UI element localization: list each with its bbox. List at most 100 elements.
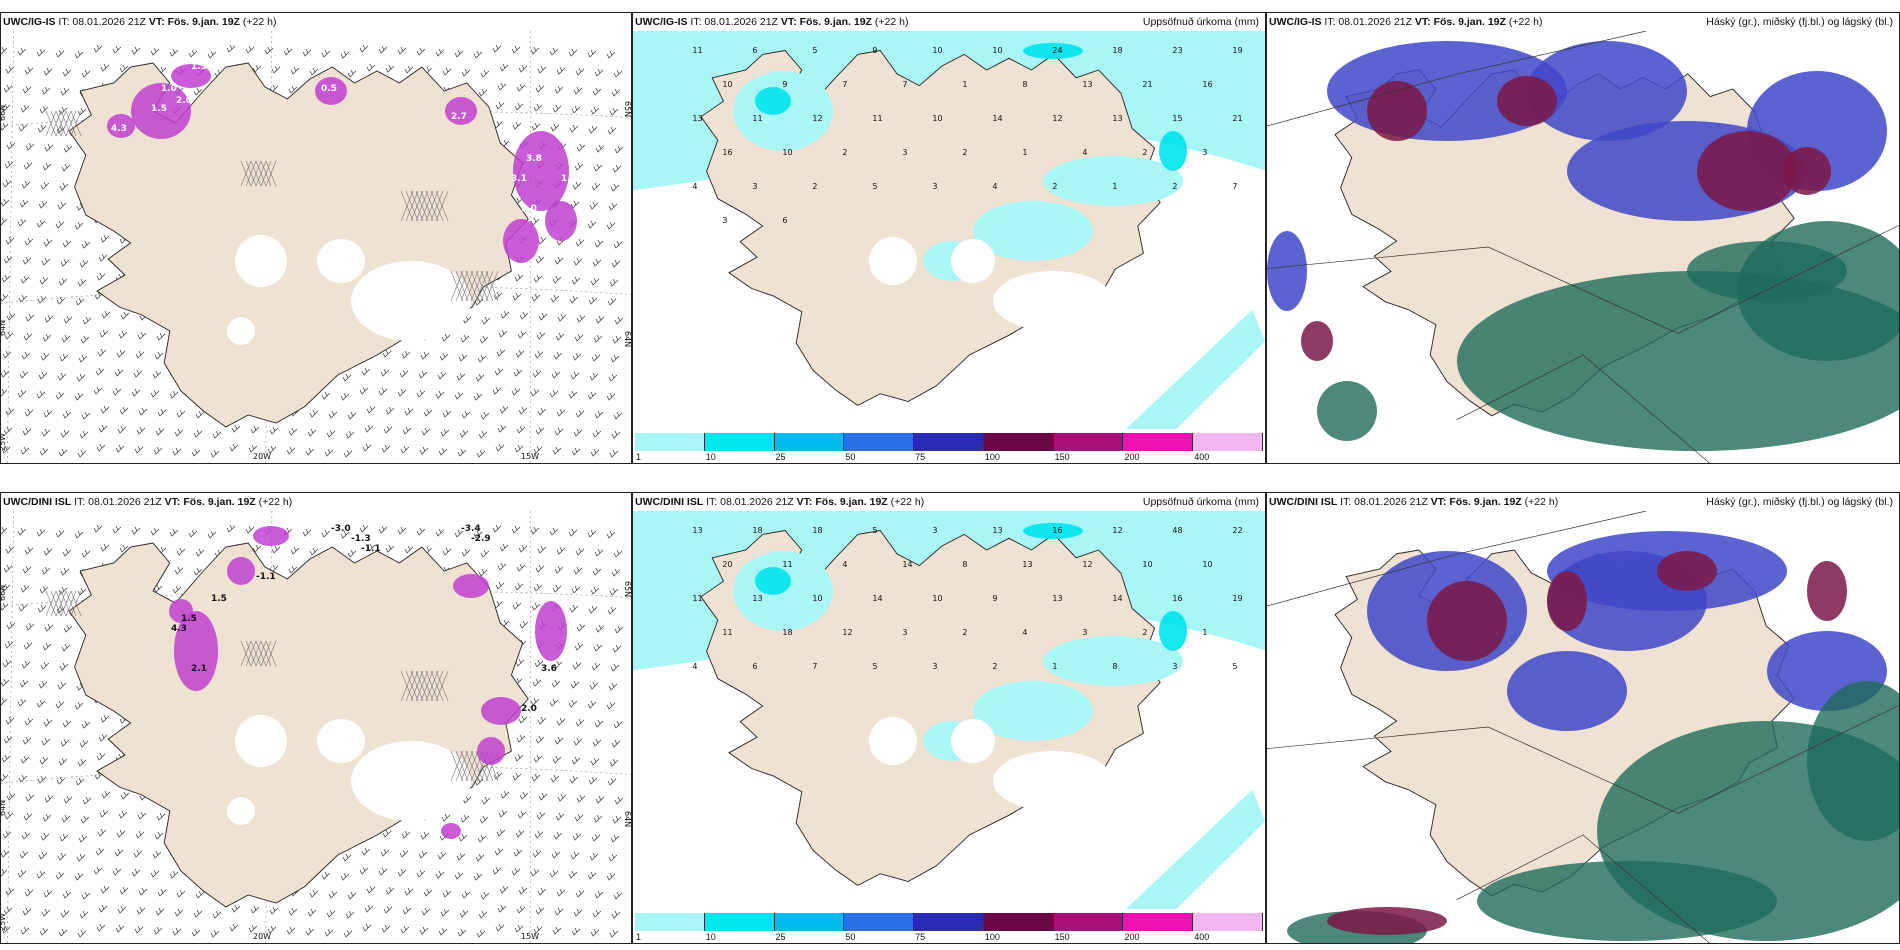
wind-barb <box>595 315 605 324</box>
wind-barb <box>305 927 315 936</box>
wind-barb <box>340 392 350 401</box>
colorbar-swatch <box>704 433 775 451</box>
wind-barb <box>551 850 561 859</box>
wind-barb <box>400 445 410 454</box>
wind-barb <box>575 409 585 418</box>
wind-barb <box>530 697 540 706</box>
wind-barb <box>416 389 426 398</box>
wind-barb <box>191 928 201 937</box>
wind-barb <box>515 658 525 667</box>
wind-barb <box>401 350 411 359</box>
valid-label: VT: <box>164 496 181 508</box>
value-label: 4 <box>842 560 847 569</box>
wind-barb <box>517 810 527 819</box>
lead-time: (+22 h) <box>242 16 277 28</box>
wind-barb <box>551 370 561 379</box>
wind-barb <box>328 410 338 419</box>
value-label: 18 <box>752 526 762 535</box>
wind-barb <box>269 426 279 435</box>
high-cloud-area <box>1687 241 1847 301</box>
wind-barb <box>576 794 586 803</box>
wind-barb <box>1 274 11 283</box>
wind-barb <box>494 367 504 376</box>
value-label: 5 <box>872 526 877 535</box>
wind-barb <box>229 923 239 932</box>
wind-barb <box>6 621 16 630</box>
value-label: 2 <box>1172 182 1177 191</box>
wind-barb <box>193 909 203 918</box>
panel-bottom-middle: UWC/DINI ISL IT: 08.01.2026 21Z VT: Fös.… <box>632 492 1266 944</box>
wind-barb <box>614 625 624 634</box>
value-label: 2 <box>1142 148 1147 157</box>
wind-barb <box>22 907 32 916</box>
wind-barb <box>568 48 578 57</box>
hatch-line <box>410 670 424 702</box>
wind-barb <box>3 426 13 435</box>
hatch-line <box>55 110 67 137</box>
value-label: 3.6 <box>541 664 557 674</box>
valid-label: VT: <box>148 16 165 28</box>
wind-barb <box>76 373 86 382</box>
value-label: 5 <box>872 182 877 191</box>
wind-barb <box>188 529 198 538</box>
wind-barb <box>591 662 601 671</box>
wind-barb <box>589 681 599 690</box>
wind-barb <box>610 834 620 843</box>
hatch-line <box>240 160 252 187</box>
wind-barb <box>594 68 604 77</box>
value-label: 3 <box>932 182 937 191</box>
map-variable-title: Háský (gr.), miðský (fj.bl.) og lágský (… <box>1706 16 1893 28</box>
wind-barb <box>514 582 524 591</box>
wind-barb <box>575 718 585 727</box>
wind-barb <box>172 585 182 594</box>
colorbar-tick-label: 25 <box>775 932 786 942</box>
wind-barb <box>533 274 543 283</box>
longitude-label: 25W <box>1 433 7 451</box>
wind-barb <box>191 448 201 457</box>
wind-barb <box>613 891 623 900</box>
wind-barb <box>174 908 184 917</box>
wind-barb <box>345 430 355 439</box>
glacier-area <box>235 235 287 287</box>
wind-barb <box>79 259 89 268</box>
wind-barb <box>480 411 490 420</box>
glacier-area <box>227 317 255 345</box>
wind-barb <box>611 910 621 919</box>
wind-barb <box>42 333 52 342</box>
value-label: 1.6 <box>561 174 577 184</box>
value-label: 4.3 <box>111 124 127 134</box>
valid-label: VT: <box>1430 496 1447 508</box>
wind-barb <box>473 392 483 401</box>
region-boundaries <box>1267 511 1899 943</box>
wind-barb <box>537 887 547 896</box>
panel-title: UWC/IG-IS IT: 08.01.2026 21Z VT: Fös. 9.… <box>3 16 276 28</box>
value-label: 10 <box>812 594 822 603</box>
wind-barb <box>23 641 33 650</box>
wind-barb <box>438 447 448 456</box>
wind-barb <box>537 407 547 416</box>
snow-area <box>453 574 489 598</box>
wind-barb <box>133 369 143 378</box>
wind-barb <box>380 848 390 857</box>
wind-barb <box>517 330 527 339</box>
glacier-area <box>227 797 255 825</box>
wind-barb <box>19 850 29 859</box>
model-name: UWC/DINI ISL <box>3 496 72 508</box>
wind-barb <box>42 162 52 171</box>
wind-barb <box>97 828 107 837</box>
wind-barb <box>118 810 128 819</box>
value-label: 16 <box>1172 594 1182 603</box>
wind-barb <box>535 426 545 435</box>
wind-barb <box>195 410 205 419</box>
wind-barb <box>606 530 616 539</box>
hatched-area <box>45 590 499 782</box>
wind-barb <box>98 733 108 742</box>
wind-barb <box>250 425 260 434</box>
wind-barb <box>267 445 277 454</box>
wind-barb <box>324 448 334 457</box>
snow-area <box>131 83 191 139</box>
wind-barb <box>176 409 186 418</box>
wind-barb <box>610 183 620 192</box>
wind-barb <box>512 601 522 610</box>
wind-barb <box>112 525 122 534</box>
